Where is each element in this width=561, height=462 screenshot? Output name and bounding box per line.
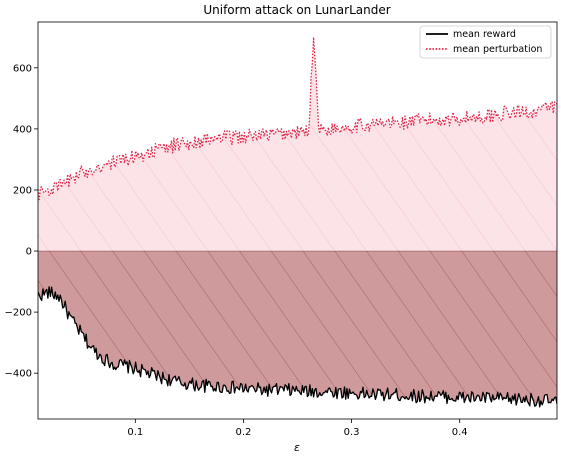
y-tick-label: −200 — [5, 308, 32, 319]
x-axis-label: ε — [294, 441, 300, 454]
x-axis: 0.1 0.2 0.3 0.4 — [127, 419, 468, 438]
series-lines — [38, 36, 557, 408]
area-hatch-mean-reward — [38, 251, 557, 407]
plot-area — [38, 36, 557, 408]
legend-label-mean-perturbation: mean perturbation — [453, 44, 542, 55]
series-line-mean-perturbation — [38, 36, 557, 201]
x-tick-label: 0.3 — [344, 427, 360, 438]
legend-box — [419, 25, 552, 59]
area-hatch-mean-perturbation — [38, 37, 557, 251]
y-tick-label: 400 — [13, 124, 32, 135]
legend: mean reward mean perturbation — [419, 25, 552, 59]
y-tick-label: −400 — [5, 369, 32, 380]
x-tick-label: 0.1 — [127, 427, 143, 438]
x-tick-label: 0.4 — [452, 427, 468, 438]
series-line-mean-reward — [38, 286, 557, 408]
legend-label-mean-reward: mean reward — [453, 29, 516, 40]
y-axis: −400 −200 0 200 400 600 — [5, 63, 38, 380]
y-tick-label: 600 — [13, 63, 32, 74]
y-tick-label: 200 — [13, 185, 32, 196]
plot-frame — [37, 21, 558, 420]
chart-title: Uniform attack on LunarLander — [203, 3, 390, 17]
y-tick-label: 0 — [26, 247, 32, 258]
x-tick-label: 0.2 — [235, 427, 251, 438]
area-fills — [38, 37, 557, 407]
